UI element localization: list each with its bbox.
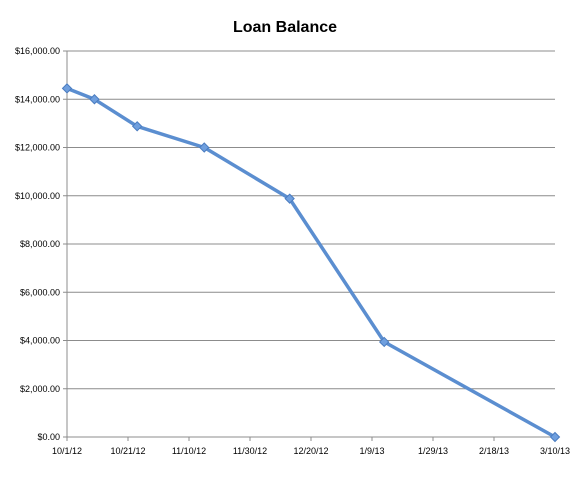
x-tick-label: 11/10/12 xyxy=(172,446,206,456)
data-point-marker xyxy=(199,142,210,153)
y-tick-label: $4,000.00 xyxy=(20,336,60,346)
x-tick-label: 1/9/13 xyxy=(359,446,384,456)
y-tick-label: $0.00 xyxy=(37,432,60,442)
x-tick-label: 11/30/12 xyxy=(233,446,267,456)
data-point-marker xyxy=(378,336,390,348)
data-point-marker xyxy=(549,431,561,443)
series-group xyxy=(61,83,561,443)
data-point-marker xyxy=(89,94,100,105)
y-tick-label: $10,000.00 xyxy=(15,191,60,201)
y-tick-label: $14,000.00 xyxy=(15,94,60,104)
y-axis-ticks: $0.00 $2,000.00 $4,000.00 $6,000.00 $8,000.0… xyxy=(15,46,67,442)
x-tick-label: 12/20/12 xyxy=(293,446,328,456)
chart-title: Loan Balance xyxy=(233,19,337,36)
x-axis-ticks: 10/1/12 10/21/12 11/10/12 11/30/12 12/20/12 1… xyxy=(52,437,570,456)
x-tick-label: 10/1/12 xyxy=(52,446,82,456)
y-tick-label: $16,000.00 xyxy=(15,46,60,56)
data-point-marker xyxy=(61,83,73,94)
y-tick-label: $2,000.00 xyxy=(20,384,60,394)
x-tick-label: 1/29/13 xyxy=(418,446,448,456)
y-tick-label: $8,000.00 xyxy=(20,239,60,249)
data-point-marker xyxy=(284,193,295,204)
x-tick-label: 2/18/13 xyxy=(479,446,509,456)
x-tick-label: 3/10/13 xyxy=(540,446,570,456)
x-tick-label: 10/21/12 xyxy=(110,446,145,456)
data-point-marker xyxy=(131,121,143,132)
y-tick-label: $12,000.00 xyxy=(15,143,60,153)
series-line xyxy=(65,86,557,439)
y-tick-label: $6,000.00 xyxy=(20,287,60,297)
gridlines xyxy=(67,50,555,390)
axes xyxy=(66,51,555,438)
